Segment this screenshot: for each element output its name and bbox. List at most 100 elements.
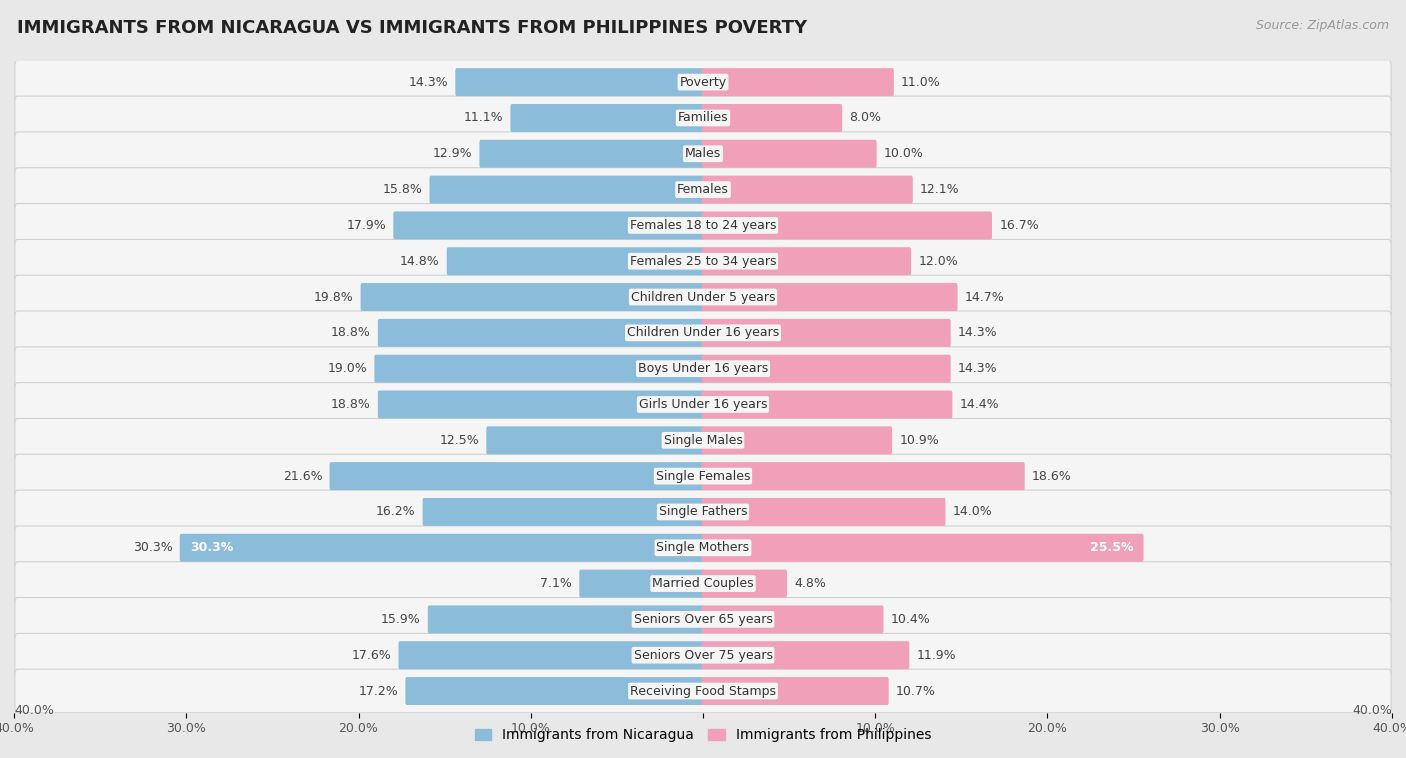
Text: 19.0%: 19.0% [328, 362, 367, 375]
Text: Single Mothers: Single Mothers [657, 541, 749, 554]
Text: 19.8%: 19.8% [314, 290, 353, 303]
FancyBboxPatch shape [15, 490, 1391, 534]
Text: 12.1%: 12.1% [920, 183, 960, 196]
Text: Females: Females [678, 183, 728, 196]
FancyBboxPatch shape [702, 569, 787, 597]
Text: 40.0%: 40.0% [14, 704, 53, 717]
Text: Single Females: Single Females [655, 470, 751, 483]
Text: 30.3%: 30.3% [190, 541, 233, 554]
Text: Seniors Over 75 years: Seniors Over 75 years [634, 649, 772, 662]
FancyBboxPatch shape [360, 283, 704, 311]
Text: 15.9%: 15.9% [381, 613, 420, 626]
FancyBboxPatch shape [510, 104, 704, 132]
Text: 10.0%: 10.0% [884, 147, 924, 160]
Legend: Immigrants from Nicaragua, Immigrants from Philippines: Immigrants from Nicaragua, Immigrants fr… [470, 723, 936, 748]
FancyBboxPatch shape [378, 390, 704, 418]
FancyBboxPatch shape [15, 96, 1391, 139]
Text: 11.0%: 11.0% [901, 76, 941, 89]
Text: 17.6%: 17.6% [352, 649, 391, 662]
Text: 14.3%: 14.3% [409, 76, 449, 89]
Text: 15.8%: 15.8% [382, 183, 422, 196]
FancyBboxPatch shape [702, 283, 957, 311]
FancyBboxPatch shape [456, 68, 704, 96]
FancyBboxPatch shape [15, 383, 1391, 426]
Text: IMMIGRANTS FROM NICARAGUA VS IMMIGRANTS FROM PHILIPPINES POVERTY: IMMIGRANTS FROM NICARAGUA VS IMMIGRANTS … [17, 19, 807, 37]
Text: 16.7%: 16.7% [1000, 219, 1039, 232]
FancyBboxPatch shape [702, 677, 889, 705]
Text: 14.3%: 14.3% [957, 362, 997, 375]
FancyBboxPatch shape [405, 677, 704, 705]
Text: 14.0%: 14.0% [953, 506, 993, 518]
FancyBboxPatch shape [398, 641, 704, 669]
FancyBboxPatch shape [702, 355, 950, 383]
Text: 21.6%: 21.6% [283, 470, 322, 483]
Text: 18.8%: 18.8% [330, 327, 371, 340]
Text: 12.5%: 12.5% [439, 434, 479, 446]
FancyBboxPatch shape [702, 390, 952, 418]
Text: Families: Families [678, 111, 728, 124]
Text: Boys Under 16 years: Boys Under 16 years [638, 362, 768, 375]
FancyBboxPatch shape [702, 426, 893, 454]
FancyBboxPatch shape [394, 211, 704, 240]
Text: 18.6%: 18.6% [1032, 470, 1071, 483]
FancyBboxPatch shape [579, 569, 704, 597]
Text: Single Fathers: Single Fathers [659, 506, 747, 518]
FancyBboxPatch shape [15, 204, 1391, 247]
Text: 25.5%: 25.5% [1090, 541, 1133, 554]
Text: Seniors Over 65 years: Seniors Over 65 years [634, 613, 772, 626]
Text: Poverty: Poverty [679, 76, 727, 89]
FancyBboxPatch shape [702, 641, 910, 669]
FancyBboxPatch shape [702, 104, 842, 132]
Text: Girls Under 16 years: Girls Under 16 years [638, 398, 768, 411]
Text: 11.1%: 11.1% [464, 111, 503, 124]
FancyBboxPatch shape [702, 247, 911, 275]
Text: 11.9%: 11.9% [917, 649, 956, 662]
FancyBboxPatch shape [15, 275, 1391, 319]
FancyBboxPatch shape [702, 319, 950, 347]
Text: Children Under 5 years: Children Under 5 years [631, 290, 775, 303]
FancyBboxPatch shape [15, 240, 1391, 283]
Text: 17.9%: 17.9% [346, 219, 387, 232]
Text: 8.0%: 8.0% [849, 111, 882, 124]
Text: 14.3%: 14.3% [957, 327, 997, 340]
Text: Males: Males [685, 147, 721, 160]
Text: Single Males: Single Males [664, 434, 742, 446]
FancyBboxPatch shape [15, 168, 1391, 211]
FancyBboxPatch shape [15, 418, 1391, 462]
FancyBboxPatch shape [486, 426, 704, 454]
FancyBboxPatch shape [427, 606, 704, 634]
FancyBboxPatch shape [15, 669, 1391, 713]
FancyBboxPatch shape [702, 498, 945, 526]
Text: 14.8%: 14.8% [399, 255, 440, 268]
FancyBboxPatch shape [702, 68, 894, 96]
Text: 7.1%: 7.1% [540, 577, 572, 590]
FancyBboxPatch shape [15, 597, 1391, 641]
Text: 16.2%: 16.2% [375, 506, 415, 518]
Text: 40.0%: 40.0% [1353, 704, 1392, 717]
Text: Receiving Food Stamps: Receiving Food Stamps [630, 684, 776, 697]
Text: 4.8%: 4.8% [794, 577, 827, 590]
Text: 10.7%: 10.7% [896, 684, 936, 697]
Text: Married Couples: Married Couples [652, 577, 754, 590]
FancyBboxPatch shape [15, 634, 1391, 677]
Text: 18.8%: 18.8% [330, 398, 371, 411]
Text: 30.3%: 30.3% [132, 541, 173, 554]
FancyBboxPatch shape [702, 534, 1143, 562]
FancyBboxPatch shape [423, 498, 704, 526]
FancyBboxPatch shape [479, 139, 704, 168]
FancyBboxPatch shape [329, 462, 704, 490]
FancyBboxPatch shape [180, 534, 704, 562]
FancyBboxPatch shape [15, 454, 1391, 498]
FancyBboxPatch shape [429, 176, 704, 204]
Text: 14.4%: 14.4% [960, 398, 1000, 411]
FancyBboxPatch shape [702, 176, 912, 204]
FancyBboxPatch shape [447, 247, 704, 275]
Text: 10.4%: 10.4% [891, 613, 931, 626]
FancyBboxPatch shape [15, 347, 1391, 390]
FancyBboxPatch shape [702, 211, 993, 240]
FancyBboxPatch shape [15, 61, 1391, 104]
FancyBboxPatch shape [702, 606, 883, 634]
Text: 10.9%: 10.9% [900, 434, 939, 446]
Text: Children Under 16 years: Children Under 16 years [627, 327, 779, 340]
FancyBboxPatch shape [15, 132, 1391, 176]
